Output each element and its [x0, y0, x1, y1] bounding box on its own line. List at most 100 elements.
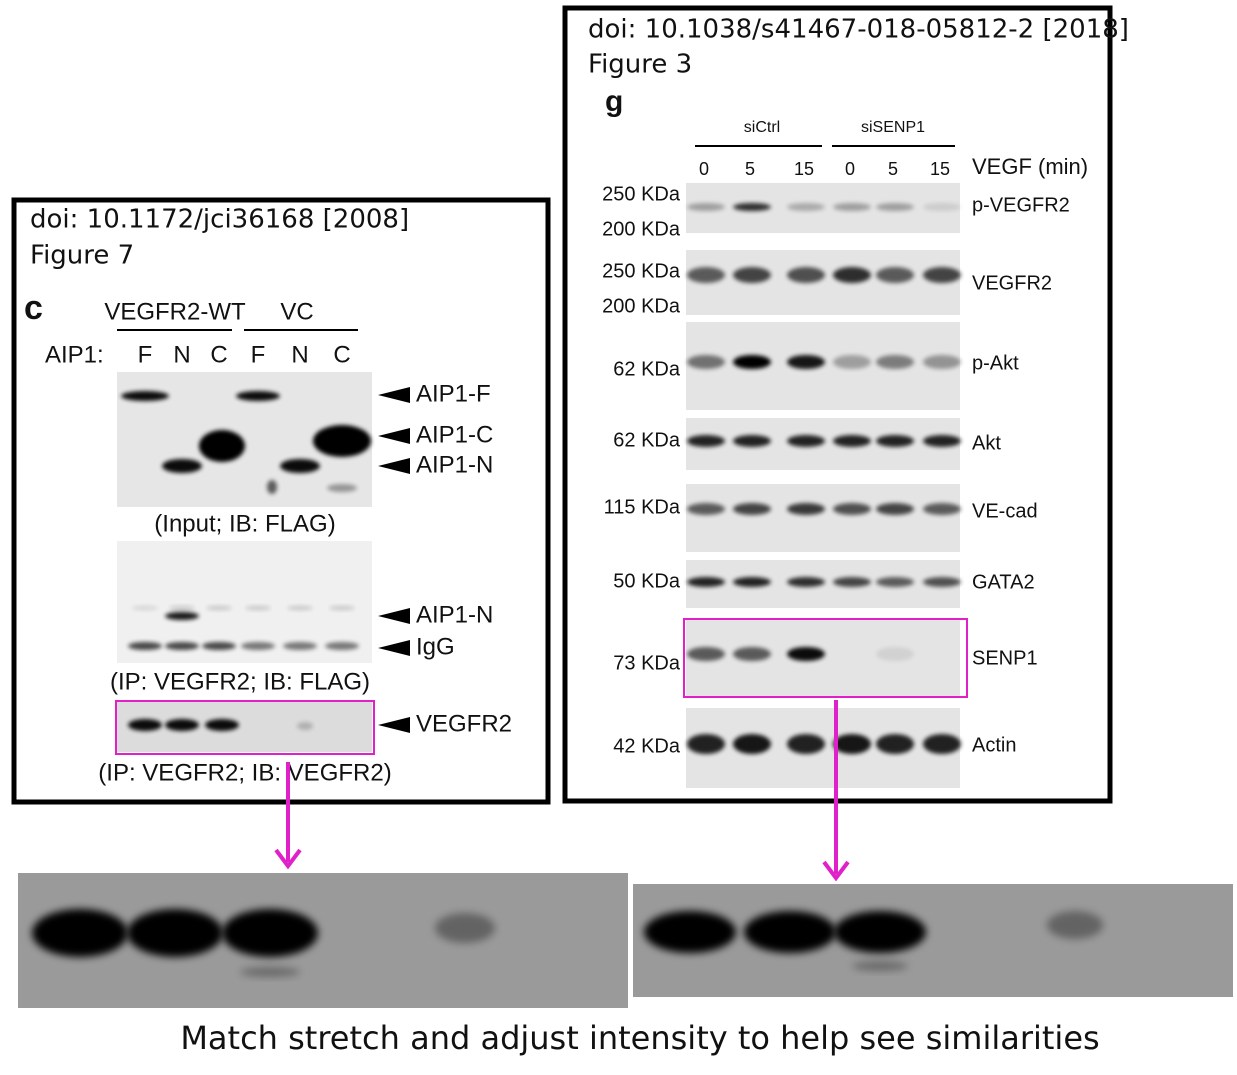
band — [687, 267, 725, 283]
band — [205, 719, 239, 731]
pointer — [378, 717, 410, 733]
doi: doi: 10.1038/s41467-018-05812-2 [2018] — [588, 15, 1129, 45]
band — [687, 734, 725, 754]
pointer — [378, 608, 410, 624]
band — [687, 203, 725, 211]
band — [787, 435, 825, 447]
group-label: siCtrl — [744, 119, 780, 136]
lane-label: F — [251, 341, 266, 368]
band — [241, 642, 275, 650]
band — [733, 734, 771, 754]
crop — [633, 884, 1233, 997]
band — [165, 642, 199, 650]
lane-label: C — [210, 341, 227, 368]
band — [199, 430, 245, 462]
band — [833, 503, 871, 515]
band — [833, 267, 871, 283]
band — [162, 459, 202, 473]
band — [1047, 911, 1103, 939]
band-label: IgG — [416, 633, 455, 660]
band — [923, 267, 961, 283]
band — [876, 355, 914, 369]
band — [32, 909, 128, 957]
blot — [686, 322, 960, 410]
band — [687, 435, 725, 447]
lane-label: N — [173, 341, 190, 368]
band — [787, 267, 825, 283]
band-label: AIP1-F — [416, 380, 491, 407]
band — [833, 435, 871, 447]
band — [733, 503, 771, 515]
band — [267, 480, 277, 494]
band — [644, 911, 736, 953]
band — [876, 203, 914, 211]
weight-label: 42 KDa — [613, 735, 681, 757]
lane-label: 0 — [845, 159, 855, 179]
band-label: AIP1-N — [416, 601, 493, 628]
group-label: siSENP1 — [861, 119, 925, 136]
weight-label: 200 KDa — [602, 295, 681, 317]
row-label: SENP1 — [972, 647, 1038, 669]
arrow-head — [274, 848, 302, 870]
band — [236, 391, 280, 401]
band — [687, 355, 725, 369]
time-label: VEGF (min) — [972, 154, 1088, 179]
lane-label: 5 — [745, 159, 755, 179]
row-label: p-Akt — [972, 352, 1019, 374]
band — [280, 459, 320, 473]
band — [329, 605, 355, 611]
band — [733, 577, 771, 587]
blot — [686, 484, 960, 552]
band — [169, 605, 195, 611]
band — [121, 391, 169, 401]
weight-label: 250 KDa — [602, 260, 681, 282]
panel-letter: c — [24, 289, 43, 327]
band — [787, 734, 825, 754]
weight-label: 73 KDa — [613, 652, 681, 674]
band — [876, 647, 914, 661]
group-label: VC — [280, 298, 313, 325]
band-label: VEGFR2 — [416, 710, 512, 737]
band — [833, 203, 871, 211]
weight-label: 115 KDa — [604, 496, 681, 518]
lane-label: F — [138, 341, 153, 368]
band — [923, 577, 961, 587]
band — [222, 909, 318, 957]
pointer — [378, 428, 410, 444]
band — [435, 913, 495, 943]
lane-prefix: AIP1: — [45, 341, 104, 368]
band — [876, 577, 914, 587]
doi: doi: 10.1172/jci36168 [2008] — [30, 205, 409, 235]
blot — [686, 418, 960, 470]
band — [287, 605, 313, 611]
blot-caption: (IP: VEGFR2; IB: FLAG) — [110, 668, 370, 695]
group-label: VEGFR2-WT — [104, 298, 246, 325]
band — [787, 577, 825, 587]
band — [852, 961, 908, 971]
band — [833, 577, 871, 587]
band — [787, 203, 825, 211]
band — [923, 355, 961, 369]
band — [733, 435, 771, 447]
weight-label: 200 KDa — [602, 218, 681, 240]
band — [923, 435, 961, 447]
band — [165, 612, 199, 620]
pointer — [378, 458, 410, 474]
lane-label: C — [333, 341, 350, 368]
band-label: AIP1-C — [416, 421, 493, 448]
figure-number: Figure 3 — [588, 50, 692, 80]
band — [744, 911, 836, 953]
weight-label: 62 KDa — [613, 358, 681, 380]
caption: Match stretch and adjust intensity to he… — [180, 1019, 1099, 1057]
band — [876, 503, 914, 515]
band — [833, 734, 871, 754]
band — [876, 435, 914, 447]
band — [923, 203, 961, 211]
blot-caption: (Input; IB: FLAG) — [154, 510, 335, 537]
band — [923, 503, 961, 515]
row-label: p-VEGFR2 — [972, 194, 1070, 216]
panel-letter: g — [605, 85, 623, 118]
band — [733, 355, 771, 369]
band — [202, 642, 236, 650]
